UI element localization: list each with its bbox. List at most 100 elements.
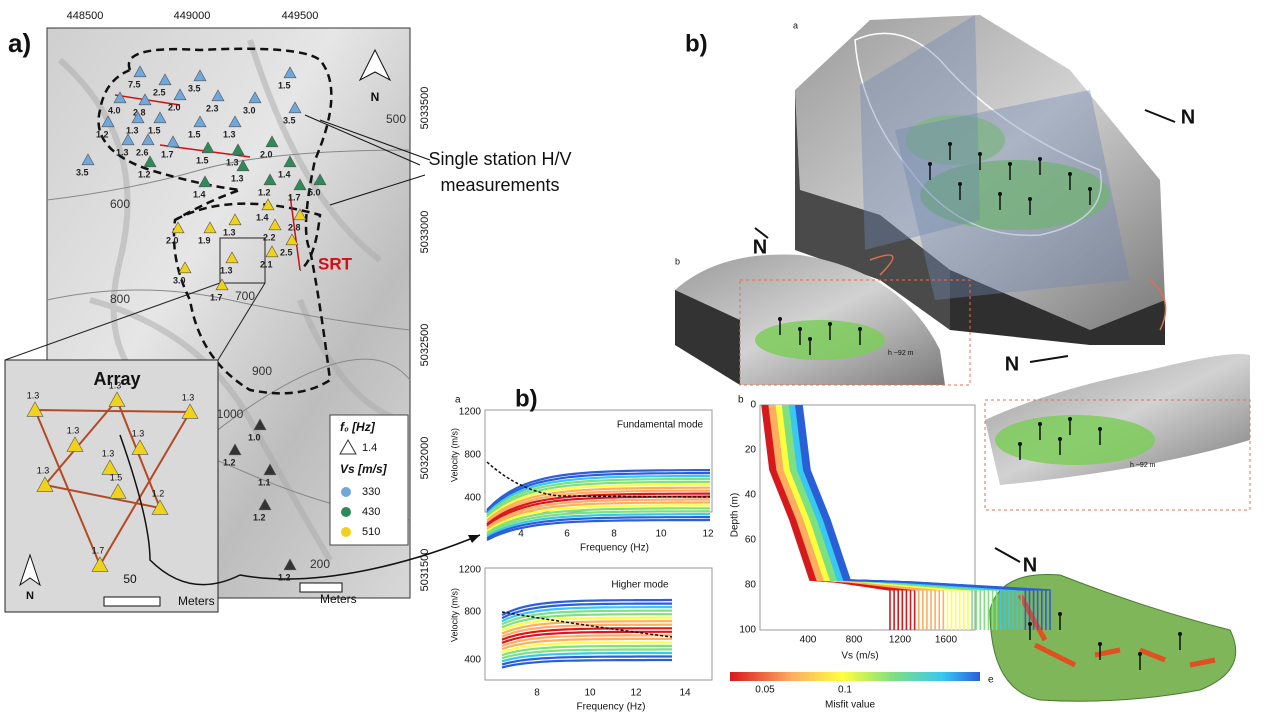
pin-head (1138, 652, 1142, 656)
north-label: N (26, 590, 34, 602)
axis-label: Depth (m) (730, 493, 741, 537)
y-tick-label: 0 (750, 400, 756, 411)
station-label: 1.5 (278, 80, 291, 90)
pin-head (1098, 427, 1102, 431)
contour-label: 700 (235, 289, 255, 303)
station-label: 1.2 (278, 572, 291, 582)
srt-label: SRT (318, 254, 353, 273)
pin-head (958, 182, 962, 186)
pin-head (858, 327, 862, 331)
station-label: 1.3 (231, 173, 244, 183)
station-label: 3.0 (243, 105, 256, 115)
pin-head (798, 327, 802, 331)
x-tick-label: 1600 (935, 635, 958, 646)
pin-head (1098, 642, 1102, 646)
height-label: h ~92 m (888, 350, 914, 357)
pin-head (778, 317, 782, 321)
station-label: 1.2 (253, 512, 266, 522)
station-label: 1.5 (110, 472, 123, 482)
station-label: 1.3 (220, 265, 233, 275)
station-label: 1.3 (102, 448, 115, 458)
page: {"panel_a": { "label": "a)", "x_coords":… (0, 0, 1266, 714)
colorbar (730, 672, 980, 681)
plot-title: Higher mode (611, 580, 669, 591)
pin-head (1038, 157, 1042, 161)
y-tick-label: 1200 (459, 565, 482, 576)
x-tick-label: 8 (534, 688, 540, 699)
scale-bar (300, 583, 342, 592)
x-tick-label: 12 (702, 529, 714, 540)
north-label: N (1181, 106, 1195, 128)
pin-head (1028, 197, 1032, 201)
pin-head (1058, 437, 1062, 441)
station-label: 1.2 (152, 488, 165, 498)
station-label: 3.5 (283, 115, 296, 125)
pin-head (1058, 612, 1062, 616)
x-coord: 448500 (67, 10, 104, 22)
station-label: 1.2 (96, 129, 109, 139)
station-label: 1.3 (116, 147, 129, 157)
axis-label: Velocity (m/s) (449, 588, 459, 642)
annotation: measurements (440, 175, 559, 195)
station-label: 2.0 (260, 149, 273, 159)
y-tick-label: 400 (464, 493, 481, 504)
figure: a)44850044900044950050335005033000503250… (0, 0, 1266, 714)
station-label: 1.2 (138, 169, 151, 179)
pin-head (808, 337, 812, 341)
station-label: 1.3 (37, 465, 50, 475)
y-coord: 5033000 (419, 211, 431, 254)
pin-head (1038, 422, 1042, 426)
axis-label: Vs (m/s) (841, 651, 878, 662)
pin-head (1088, 187, 1092, 191)
colorbar-tick: 0.1 (838, 685, 852, 696)
legend-label: 330 (362, 486, 380, 498)
station-label: 2.1 (260, 259, 273, 269)
sub-label: a (793, 20, 798, 30)
station-label: 1.4 (278, 169, 291, 179)
north-label: N (371, 90, 380, 104)
x-tick-label: 400 (800, 635, 817, 646)
station-label: 2.5 (280, 247, 293, 257)
panel-label: b) (685, 30, 708, 57)
x-tick-label: 4 (518, 529, 524, 540)
scale-label: Meters (178, 594, 215, 608)
axis-label: Frequency (Hz) (577, 702, 646, 713)
pin-head (1028, 622, 1032, 626)
y-tick-label: 1200 (459, 407, 482, 418)
contour-label: 1000 (217, 407, 244, 421)
station-label: 2.5 (153, 87, 166, 97)
legend-label: 510 (362, 526, 380, 538)
panel-label: b) (515, 385, 538, 412)
colorbar-label: Misfit value (825, 700, 875, 711)
station-label: 1.2 (223, 457, 236, 467)
station-label: 1.7 (210, 292, 223, 302)
contour-label: 500 (386, 112, 406, 126)
scale-value: 50 (123, 572, 137, 586)
station-label: 3.0 (173, 275, 186, 285)
x-tick-label: 800 (846, 635, 863, 646)
y-coord: 5032000 (419, 437, 431, 480)
x-tick-label: 10 (655, 529, 667, 540)
station-label: 1.4 (193, 189, 206, 199)
contour-label: 200 (310, 557, 330, 571)
station-label: 1.9 (198, 235, 211, 245)
y-tick-label: 800 (464, 450, 481, 461)
station-label: 2.8 (288, 222, 301, 232)
sub-label: b (675, 256, 680, 266)
north-label: N (753, 236, 767, 258)
scale-bar (104, 597, 160, 606)
legend-swatch (341, 507, 351, 517)
axis-label: Velocity (m/s) (449, 428, 459, 482)
x-tick-label: 10 (584, 688, 596, 699)
station-label: 1.3 (223, 129, 236, 139)
pin-head (998, 192, 1002, 196)
x-tick-label: 1200 (889, 635, 912, 646)
station-label: 2.3 (206, 103, 219, 113)
pin-head (1018, 442, 1022, 446)
y-coord: 5031500 (419, 549, 431, 592)
pin-head (948, 142, 952, 146)
station-label: 1.3 (27, 390, 40, 400)
station-label: 1.4 (256, 212, 269, 222)
station-label: 1.5 (196, 155, 209, 165)
station-label: 1.3 (223, 227, 236, 237)
